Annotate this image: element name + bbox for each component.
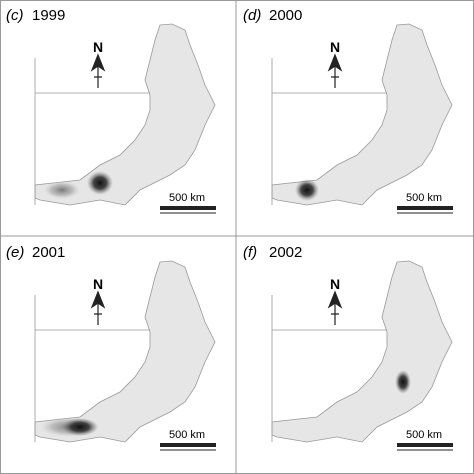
scale-bar <box>397 443 453 447</box>
scale-bar <box>160 443 216 447</box>
land <box>271 23 453 206</box>
land <box>34 23 216 206</box>
density-blob <box>87 171 113 195</box>
panel-year: 2002 <box>269 244 302 261</box>
scale-label: 500 km <box>169 192 205 204</box>
panel-tag: (e) <box>6 244 24 261</box>
panel-year: 2001 <box>32 244 65 261</box>
panel-tag: (f) <box>243 244 257 261</box>
land <box>34 260 216 443</box>
panel: (f) 2002 N 500 km <box>243 244 453 451</box>
panel-year: 1999 <box>32 7 65 24</box>
north-arrow <box>90 290 106 325</box>
scale-label: 500 km <box>169 429 205 441</box>
panel-year: 2000 <box>269 7 302 24</box>
north-arrow <box>90 53 106 88</box>
panel: (c) 1999 N 500 km <box>6 7 216 214</box>
scale-label: 500 km <box>406 429 442 441</box>
north-label: N <box>330 276 340 292</box>
north-arrow <box>327 53 343 88</box>
panel: (e) 2001 N 500 km <box>6 244 216 451</box>
scale-bar <box>397 206 453 210</box>
density-blob <box>295 179 319 201</box>
north-label: N <box>330 39 340 55</box>
north-label: N <box>93 276 103 292</box>
north-label: N <box>93 39 103 55</box>
land <box>271 260 453 443</box>
panel-tag: (c) <box>6 7 24 24</box>
density-blob <box>395 370 411 394</box>
scale-label: 500 km <box>406 192 442 204</box>
density-blob <box>44 181 80 199</box>
panel: (d) 2000 N 500 km <box>243 7 453 214</box>
density-blob <box>62 418 98 436</box>
scale-bar <box>160 206 216 210</box>
north-arrow <box>327 290 343 325</box>
panel-tag: (d) <box>243 7 261 24</box>
